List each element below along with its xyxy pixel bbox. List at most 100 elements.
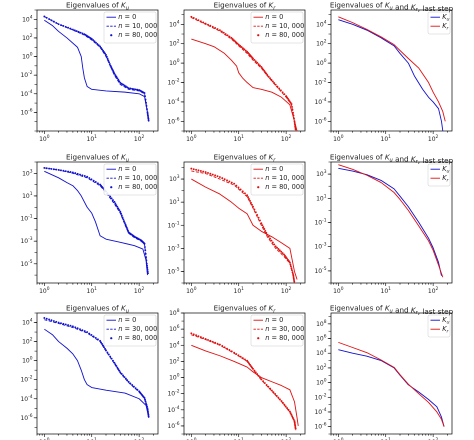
series-point — [119, 371, 122, 374]
series-point — [48, 318, 51, 321]
legend-box — [250, 163, 304, 196]
series-group — [190, 167, 298, 283]
chart-title: Eigenvalues of Ku and Kr, last step — [330, 1, 454, 14]
series-point — [145, 259, 148, 262]
series-point — [286, 258, 289, 261]
series-point — [285, 95, 288, 98]
legend-label: n = 80, 000 — [265, 31, 304, 39]
series-line-1 — [44, 328, 150, 418]
series-point — [103, 346, 105, 349]
series-point — [197, 335, 200, 338]
series-point — [83, 330, 86, 333]
series-point — [230, 181, 233, 184]
series-point — [81, 32, 84, 35]
plot-area — [36, 9, 159, 132]
y-tick-label: 108 — [169, 308, 180, 317]
series-point — [144, 400, 147, 403]
series-point — [99, 45, 102, 48]
series-point — [218, 29, 221, 32]
legend-label: n = 30, 000 — [265, 325, 304, 333]
series-point — [43, 15, 46, 18]
y-tick-label: 100 — [169, 373, 180, 382]
series-point — [77, 30, 80, 33]
series-point — [71, 325, 74, 328]
series-point — [79, 173, 81, 176]
y-tick-label: 102 — [316, 363, 327, 372]
series-point — [207, 23, 209, 26]
series-point — [101, 48, 104, 51]
series-point — [289, 412, 292, 415]
series-point — [290, 267, 293, 270]
series-point — [136, 388, 139, 391]
legend-marker — [110, 337, 113, 340]
series-point — [261, 67, 264, 70]
y-tick-label: 104 — [316, 348, 327, 357]
series-point — [270, 239, 273, 242]
series-point — [261, 224, 264, 227]
series-point — [239, 355, 242, 358]
series-point — [146, 272, 149, 275]
series-point — [57, 321, 60, 324]
series-point — [288, 410, 291, 413]
chart-title: Eigenvalues of Ku — [66, 304, 130, 315]
series-point — [199, 20, 202, 23]
series-point — [124, 377, 127, 380]
series-point — [119, 81, 122, 84]
series-point — [266, 74, 269, 76]
series-point — [260, 378, 263, 381]
series-point — [92, 179, 95, 182]
series-point — [60, 169, 62, 172]
y-tick-label: 104 — [169, 19, 180, 28]
y-tick-label: 102 — [316, 39, 327, 48]
series-point — [146, 410, 149, 413]
series-point — [88, 332, 91, 335]
x-tick-label: 100 — [186, 286, 197, 295]
y-tick-label: 10-6 — [20, 413, 32, 422]
series-point — [105, 349, 107, 352]
series-point — [55, 21, 58, 24]
series-point — [289, 263, 292, 266]
series-line-2 — [338, 16, 446, 122]
series-point — [90, 178, 93, 181]
series-point — [223, 346, 226, 349]
plot-area — [330, 9, 453, 132]
y-tick-label: 10-6 — [314, 422, 326, 431]
y-tick-label: 102 — [169, 39, 180, 48]
x-tick-label: 101 — [381, 286, 392, 295]
y-tick-label: 101 — [169, 197, 180, 206]
x-tick-label: 100 — [39, 286, 50, 295]
series-point — [75, 30, 78, 33]
series-point — [117, 368, 120, 371]
legend-marker — [257, 337, 260, 340]
series-group — [43, 166, 149, 276]
series-group — [190, 15, 298, 131]
y-tick-label: 103 — [316, 169, 327, 178]
series-point — [122, 218, 125, 221]
series-point — [50, 167, 53, 170]
series-point — [115, 364, 118, 367]
series-point — [43, 317, 46, 319]
series-point — [57, 168, 60, 171]
x-tick-label: 101 — [87, 286, 98, 295]
series-point — [254, 60, 257, 63]
series-point — [216, 175, 219, 178]
series-point — [126, 228, 129, 231]
y-tick-label: 108 — [316, 319, 327, 328]
series-point — [211, 25, 214, 28]
series-point — [108, 61, 111, 64]
series-point — [256, 214, 259, 216]
series-point — [94, 181, 97, 183]
y-tick-label: 10-4 — [167, 405, 179, 414]
y-tick-label: 102 — [169, 356, 180, 365]
legend-label: n = 80, 000 — [118, 183, 157, 191]
plot-area — [183, 312, 306, 435]
series-point — [102, 49, 104, 52]
series-point — [146, 266, 149, 269]
series-point — [253, 208, 256, 211]
series-point — [273, 243, 276, 246]
series-point — [52, 320, 55, 322]
